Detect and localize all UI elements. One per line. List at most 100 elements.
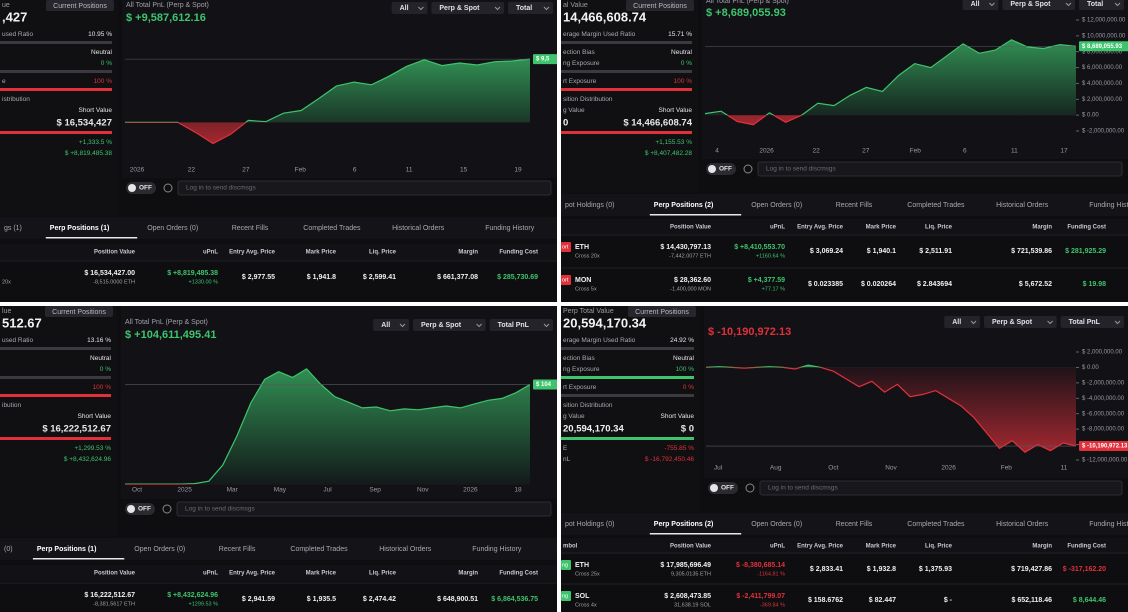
tab[interactable]: Historical Orders — [996, 202, 1049, 209]
y-tick-label: $ -12,000,000.00 — [1082, 458, 1128, 464]
toggle-knob[interactable] — [710, 484, 718, 492]
button-bg[interactable] — [45, 306, 113, 317]
dropdown[interactable] — [944, 316, 980, 328]
dropdown[interactable] — [508, 2, 553, 14]
tab[interactable]: Historical Orders — [996, 521, 1049, 528]
dropdown-label[interactable]: Total PnL — [498, 322, 530, 329]
message-placeholder[interactable]: Log in to send discmsgs — [768, 485, 838, 492]
x-tick-label: 27 — [242, 167, 250, 174]
stat-value: $ -16,792,450.46 — [645, 456, 695, 463]
message-placeholder[interactable]: Log in to send discmsgs — [186, 185, 256, 192]
dropdown[interactable] — [489, 319, 553, 331]
tab[interactable]: Open Orders (0) — [751, 202, 802, 209]
dropdown-label[interactable]: Perp & Spot — [421, 322, 462, 329]
dropdown-label[interactable]: Total PnL — [1069, 319, 1101, 326]
dropdown[interactable] — [962, 0, 999, 10]
button-bg[interactable] — [628, 306, 696, 317]
tab[interactable]: Completed Trades — [907, 521, 965, 528]
tab[interactable]: Recent Fills — [836, 202, 873, 209]
toggle-knob[interactable] — [127, 505, 135, 513]
message-input[interactable] — [759, 480, 1123, 496]
dropdown[interactable] — [373, 319, 409, 331]
tab[interactable]: Funding History — [1089, 521, 1128, 528]
dropdown-label[interactable]: Perp & Spot — [992, 319, 1033, 326]
stat-label: g Value — [563, 107, 585, 114]
button-bg[interactable] — [626, 0, 694, 11]
tab[interactable]: Open Orders (0) — [147, 225, 198, 232]
tab[interactable]: Funding History — [472, 546, 522, 553]
tab[interactable]: Completed Trades — [290, 546, 348, 553]
tab[interactable]: pot Holdings (0) — [565, 521, 614, 528]
current-value-tag — [533, 54, 557, 65]
stat-value: +1,299.53 % — [74, 445, 111, 452]
y-tick-label: $ 8,000,000.00 — [1082, 49, 1123, 55]
current-positions-button[interactable]: Current Positions — [633, 3, 687, 10]
sidebar-bg — [0, 306, 117, 537]
tab[interactable]: pot Holdings (0) — [565, 202, 614, 209]
table-header: Mark Price — [866, 225, 897, 231]
message-placeholder[interactable]: Log in to send discmsgs — [185, 506, 255, 513]
dropdown-label[interactable]: Perp & Spot — [1010, 1, 1051, 8]
current-positions-button[interactable]: Current Positions — [52, 309, 106, 316]
dropdown[interactable] — [1002, 0, 1075, 10]
tab[interactable]: Recent Fills — [836, 521, 873, 528]
dropdown[interactable] — [431, 2, 504, 14]
tab[interactable]: Historical Orders — [392, 225, 445, 232]
tab[interactable]: Perp Positions (2) — [654, 202, 714, 209]
current-value-tag-label: $ 104 — [536, 382, 552, 388]
toggle-label[interactable]: OFF — [721, 485, 734, 492]
pnl-line-up — [125, 58, 531, 123]
current-positions-button[interactable]: Current Positions — [635, 309, 689, 316]
toggle-knob[interactable] — [128, 184, 136, 192]
dropdown-label[interactable]: Total — [1087, 1, 1103, 8]
current-value-tag — [533, 379, 557, 390]
dropdown-label[interactable]: All — [952, 319, 961, 326]
stat-label: e — [2, 78, 6, 85]
tab[interactable]: Perp Positions (1) — [50, 225, 110, 232]
table-header: Margin — [458, 250, 478, 256]
tab[interactable]: Historical Orders — [379, 546, 432, 553]
tab[interactable]: (0) — [4, 546, 13, 553]
y-tick-label: $ -4,000,000.00 — [1082, 396, 1125, 402]
tab[interactable]: Perp Positions (1) — [37, 546, 97, 553]
message-input[interactable] — [177, 180, 552, 196]
cell-pv-sub: -7,442.0077 ETH — [669, 253, 711, 259]
current-positions-button[interactable]: Current Positions — [53, 3, 107, 10]
tab[interactable]: Funding History — [1089, 202, 1128, 209]
toggle-label[interactable]: OFF — [719, 166, 732, 173]
toggle-label[interactable]: OFF — [138, 506, 151, 513]
dropdown[interactable] — [413, 319, 486, 331]
active-tab-underline — [649, 214, 742, 216]
message-input[interactable] — [176, 501, 552, 517]
ratio-bar — [0, 347, 111, 350]
button-bg[interactable] — [46, 0, 114, 11]
dropdown-label[interactable]: Total — [516, 5, 532, 12]
table-header: uPnL — [203, 571, 218, 577]
toggle-label[interactable]: OFF — [139, 185, 152, 192]
y-tick-label: $ 10,000,000.00 — [1082, 33, 1126, 39]
dropdown-label[interactable]: Perp & Spot — [439, 5, 480, 12]
table-header-bg — [561, 219, 1128, 235]
message-input[interactable] — [757, 161, 1123, 177]
tab[interactable]: Funding History — [485, 225, 535, 232]
dropdown-label[interactable]: All — [381, 322, 390, 329]
tab[interactable]: Open Orders (0) — [134, 546, 185, 553]
tab[interactable]: Open Orders (0) — [751, 521, 802, 528]
tab[interactable]: Recent Fills — [219, 546, 256, 553]
dropdown[interactable] — [984, 316, 1057, 328]
dropdown[interactable] — [1079, 0, 1124, 10]
dropdown-label[interactable]: All — [971, 1, 980, 8]
dropdown[interactable] — [1060, 316, 1124, 328]
message-placeholder[interactable]: Log in to send discmsgs — [766, 166, 836, 173]
tab[interactable]: Recent Fills — [232, 225, 269, 232]
x-tick-label: Sep — [369, 487, 381, 494]
tab[interactable]: gs (1) — [4, 225, 22, 232]
tab[interactable]: Completed Trades — [907, 202, 965, 209]
stat-value: 0 % — [100, 366, 111, 373]
dropdown-label[interactable]: All — [400, 5, 409, 12]
dropdown-caret — [1047, 320, 1053, 325]
tab[interactable]: Perp Positions (2) — [654, 521, 714, 528]
tab[interactable]: Completed Trades — [303, 225, 361, 232]
dropdown[interactable] — [391, 2, 428, 14]
toggle-knob[interactable] — [708, 165, 716, 173]
